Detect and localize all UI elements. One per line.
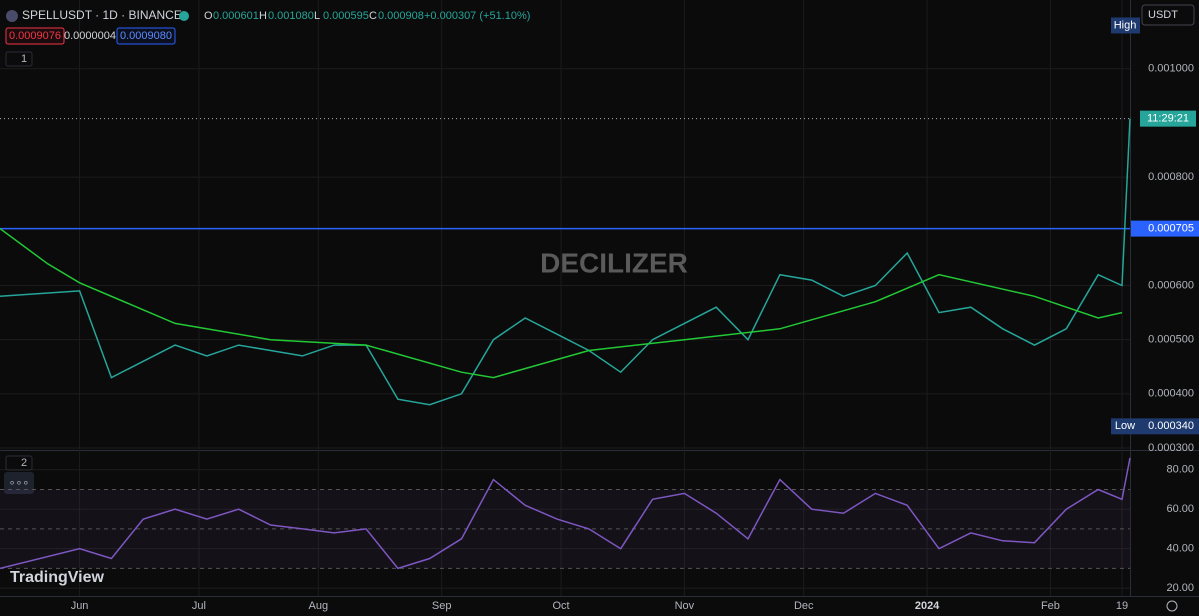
low-price: 0.000340 (1148, 420, 1194, 432)
ohlc-key: O (204, 10, 213, 22)
buy-box[interactable] (116, 27, 176, 45)
x-tick-label: Dec (794, 600, 814, 612)
series-line (0, 457, 1131, 570)
ohlc-key: H (259, 10, 267, 22)
x-tick-label: Jun (71, 600, 89, 612)
more-button[interactable] (4, 472, 34, 494)
symbol-icon (6, 10, 18, 22)
y-tick-label: 0.001000 (1148, 63, 1194, 75)
x-tick-label: Oct (552, 600, 569, 612)
ohlc-change: +0.000307 (+51.10%) (424, 10, 530, 22)
currency[interactable]: USDT (1148, 9, 1178, 21)
sell-box[interactable] (5, 27, 65, 45)
ohlc-key: C (369, 10, 377, 22)
y-tick-label: 80.00 (1166, 464, 1194, 476)
y-tick-label: 40.00 (1166, 543, 1194, 555)
y-tick-label: 0.000600 (1148, 279, 1194, 291)
y-tick-label: 60.00 (1166, 503, 1194, 515)
watermark: DECILIZER (540, 247, 688, 278)
ohlc-value: 0.000908 (378, 10, 424, 22)
series-line (0, 227, 1123, 379)
x-tick-label: Jul (192, 600, 206, 612)
low-badge (1111, 418, 1199, 435)
settings-icon[interactable] (1166, 600, 1178, 612)
hline-badge (1131, 220, 1199, 237)
ohlc-key: L (314, 10, 320, 22)
market-status (179, 11, 189, 21)
series-line (0, 118, 1131, 406)
symbol[interactable]: SPELLUSDT · 1D · BINANCE (22, 8, 182, 22)
logo: TradingView (10, 569, 105, 586)
pane1-label[interactable]: 1 (21, 53, 27, 65)
x-tick-label: Nov (675, 600, 695, 612)
spread: 0.0000004 (64, 30, 116, 42)
high-badge (1111, 17, 1140, 34)
y-tick-label: 0.000800 (1148, 171, 1194, 183)
ohlc-value: 0.000601 (213, 10, 259, 22)
x-tick-label: 19 (1116, 600, 1128, 612)
pane2-label[interactable]: 2 (21, 457, 27, 469)
more-icon[interactable]: ∘∘∘ (9, 477, 30, 489)
last-badge (1140, 110, 1196, 127)
high-label: High (1114, 19, 1137, 31)
ohlc-value: 0.001080 (268, 10, 314, 22)
x-tick-label: Aug (309, 600, 329, 612)
hline-label: 0.000705 (1148, 223, 1194, 235)
buy-price[interactable]: 0.0009080 (120, 30, 172, 42)
low-label: Low (1115, 420, 1135, 432)
x-tick-label: Sep (432, 600, 452, 612)
x-tick-label: Feb (1041, 600, 1060, 612)
sell-price[interactable]: 0.0009076 (9, 30, 61, 42)
pane2-toggle[interactable] (5, 455, 33, 471)
pane1-toggle[interactable] (5, 51, 33, 67)
y-tick-label: 0.000300 (1148, 442, 1194, 454)
x-tick-label: 2024 (915, 600, 940, 612)
countdown: 11:29:21 (1147, 113, 1189, 125)
y-tick-label: 0.000500 (1148, 334, 1194, 346)
ohlc-value: 0.000595 (323, 10, 369, 22)
rsi-band (0, 489, 1130, 569)
y-tick-label: 20.00 (1166, 582, 1194, 594)
currency-select[interactable] (1141, 4, 1195, 26)
y-tick-label: 0.000400 (1148, 388, 1194, 400)
